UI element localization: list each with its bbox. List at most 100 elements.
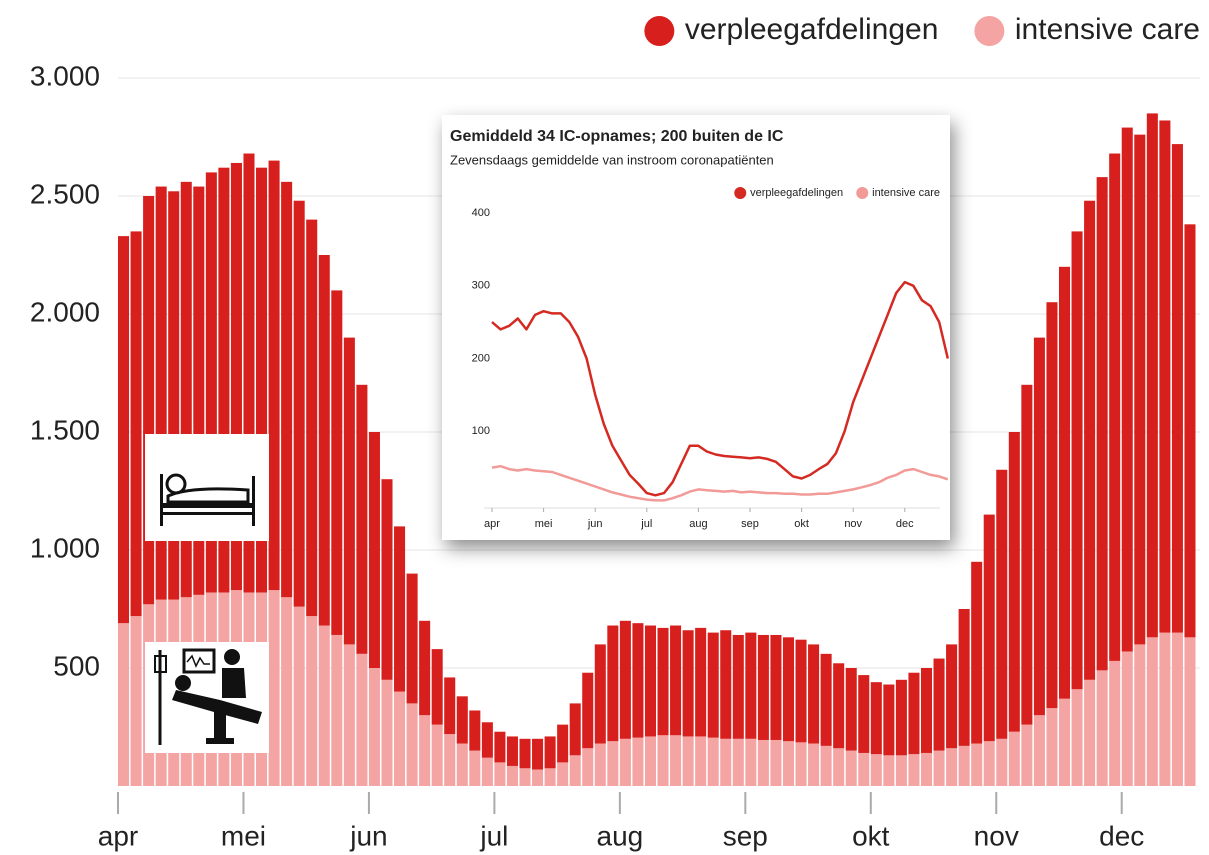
bar-segment bbox=[406, 703, 418, 786]
bar-segment bbox=[845, 750, 857, 786]
inset-panel bbox=[442, 115, 950, 540]
bar-segment bbox=[394, 691, 406, 786]
x-tick-label: dec bbox=[896, 518, 914, 530]
bar-segment bbox=[1184, 637, 1196, 786]
bar-segment bbox=[795, 742, 807, 786]
bar-segment bbox=[632, 623, 644, 738]
bar-segment bbox=[795, 639, 807, 743]
y-tick-label: 1.500 bbox=[30, 414, 100, 445]
bar-segment bbox=[845, 668, 857, 751]
x-tick-label: okt bbox=[794, 518, 809, 530]
bar-segment bbox=[544, 736, 556, 769]
bar-segment bbox=[368, 432, 380, 668]
ic-icon bbox=[145, 642, 269, 753]
bar-segment bbox=[983, 741, 995, 786]
bar-segment bbox=[632, 737, 644, 786]
bar-segment bbox=[481, 722, 493, 758]
x-tick-label: mei bbox=[535, 518, 553, 530]
bar-segment bbox=[895, 755, 907, 786]
bar-segment bbox=[996, 469, 1008, 739]
bar-segment bbox=[431, 724, 443, 786]
bar-segment bbox=[293, 200, 305, 607]
bar-segment bbox=[657, 627, 669, 736]
bar-segment bbox=[1021, 384, 1033, 725]
bar-segment bbox=[933, 658, 945, 751]
bar-segment bbox=[1134, 644, 1146, 786]
bar-segment bbox=[532, 738, 544, 770]
bar-segment bbox=[757, 739, 769, 786]
bar-segment bbox=[720, 738, 732, 786]
bar-segment bbox=[670, 625, 682, 736]
bar-segment bbox=[1021, 724, 1033, 786]
bar-segment bbox=[757, 634, 769, 740]
bar-segment bbox=[770, 634, 782, 740]
bar-segment bbox=[983, 514, 995, 742]
bar-segment bbox=[306, 219, 318, 617]
legend-label: verpleegafdelingen bbox=[750, 187, 843, 199]
y-tick-label: 500 bbox=[53, 650, 100, 681]
bar-segment bbox=[594, 743, 606, 786]
bar-segment bbox=[1071, 689, 1083, 786]
bar-segment bbox=[381, 679, 393, 786]
bar-segment bbox=[256, 167, 268, 593]
bar-segment bbox=[481, 757, 493, 786]
bar-segment bbox=[883, 684, 895, 756]
bar-segment bbox=[858, 752, 870, 786]
bar-segment bbox=[745, 738, 757, 786]
icons bbox=[145, 434, 269, 753]
bar-segment bbox=[155, 186, 167, 600]
bar-segment bbox=[218, 167, 230, 593]
bar-segment bbox=[419, 715, 431, 786]
bar-segment bbox=[130, 616, 142, 786]
bar-segment bbox=[557, 762, 569, 786]
bar-segment bbox=[1008, 731, 1020, 786]
bar-segment bbox=[356, 653, 368, 786]
bar-segment bbox=[732, 634, 744, 739]
bar-segment bbox=[318, 625, 330, 786]
x-tick-label: sep bbox=[741, 518, 759, 530]
bar-segment bbox=[858, 675, 870, 753]
inset-chart: Gemiddeld 34 IC-opnames; 200 buiten de I… bbox=[442, 115, 950, 540]
bar-segment bbox=[306, 616, 318, 786]
bar-segment bbox=[770, 739, 782, 786]
bar-segment bbox=[268, 590, 280, 786]
y-tick-label: 1.000 bbox=[30, 532, 100, 563]
bar-segment bbox=[243, 153, 255, 593]
inset-subtitle: Zevensdaags gemiddelde van instroom coro… bbox=[450, 152, 774, 167]
x-tick-label: sep bbox=[723, 820, 768, 851]
y-tick-label: 2.000 bbox=[30, 296, 100, 327]
bar-segment bbox=[1121, 127, 1133, 652]
bar-segment bbox=[1058, 698, 1071, 786]
x-tick-label: apr bbox=[98, 820, 138, 851]
bar-segment bbox=[908, 672, 920, 755]
bar-segment bbox=[168, 191, 180, 600]
bar-segment bbox=[506, 765, 518, 786]
bar-segment bbox=[469, 750, 481, 786]
bar-segment bbox=[519, 738, 531, 769]
bar-segment bbox=[695, 736, 707, 786]
bar-segment bbox=[820, 745, 832, 786]
x-tick-label: okt bbox=[852, 820, 890, 851]
bar-segment bbox=[720, 630, 732, 739]
bar-segment bbox=[456, 696, 468, 744]
bar-segment bbox=[494, 762, 506, 786]
line bbox=[491, 280, 950, 497]
bar-segment bbox=[582, 672, 594, 749]
bar-segment bbox=[293, 606, 305, 786]
x-tick-label: aug bbox=[689, 518, 707, 530]
bar-segment bbox=[569, 703, 581, 756]
bar-segment bbox=[469, 710, 481, 751]
bar-segment bbox=[281, 597, 293, 786]
bar-segment bbox=[883, 755, 895, 786]
bar-segment bbox=[569, 755, 581, 786]
bar-segment bbox=[318, 255, 330, 626]
bar-segment bbox=[456, 743, 468, 786]
bar-segment bbox=[607, 741, 619, 786]
bar-segment bbox=[281, 181, 293, 598]
legend-swatch bbox=[644, 16, 675, 46]
bar-segment bbox=[268, 160, 280, 591]
bar-segment bbox=[1109, 153, 1121, 661]
bar-segment bbox=[1071, 231, 1083, 690]
bar-segment bbox=[193, 186, 205, 595]
bar-segment bbox=[594, 644, 606, 744]
